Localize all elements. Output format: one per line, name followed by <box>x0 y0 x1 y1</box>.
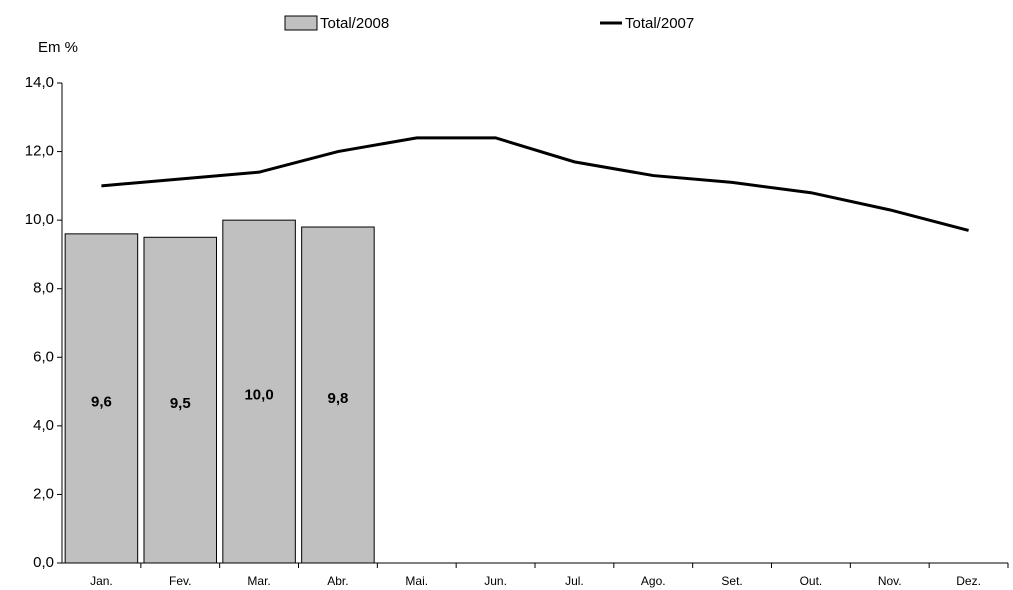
bar-value-label: 9,8 <box>327 390 348 407</box>
x-tick-label: Abr. <box>327 574 348 588</box>
bar <box>301 226 375 564</box>
x-tick-label: Dez. <box>956 574 981 588</box>
y-tick-label: 14,0 <box>25 74 54 91</box>
y-tick-label: 12,0 <box>25 143 54 160</box>
y-tick-label: 4,0 <box>33 417 54 434</box>
x-tick-label: Mai. <box>405 574 428 588</box>
x-tick-label: Nov. <box>878 574 902 588</box>
y-tick-label: 8,0 <box>33 280 54 297</box>
x-tick-label: Mar. <box>247 574 270 588</box>
y-tick-label: 10,0 <box>25 211 54 228</box>
legend-swatch <box>284 15 318 31</box>
bar-value-label: 9,6 <box>91 393 112 410</box>
x-tick-label: Ago. <box>641 574 666 588</box>
legend-label: Total/2008 <box>320 15 389 32</box>
x-tick-label: Jan. <box>90 574 113 588</box>
y-tick-label: 6,0 <box>33 348 54 365</box>
x-tick-label: Jun. <box>484 574 507 588</box>
x-tick-label: Fev. <box>169 574 191 588</box>
bar <box>64 233 139 564</box>
y-axis-label: Em % <box>38 39 78 56</box>
x-tick-label: Jul. <box>565 574 584 588</box>
x-tick-label: Out. <box>800 574 823 588</box>
bar <box>143 236 218 564</box>
y-tick-label: 2,0 <box>33 485 54 502</box>
legend-label: Total/2007 <box>625 15 694 32</box>
bar-value-label: 10,0 <box>244 387 273 404</box>
x-tick-label: Set. <box>721 574 742 588</box>
line <box>101 136 969 232</box>
bar <box>222 219 296 564</box>
bar-value-label: 9,5 <box>170 395 191 412</box>
y-tick-label: 0,0 <box>33 554 54 571</box>
